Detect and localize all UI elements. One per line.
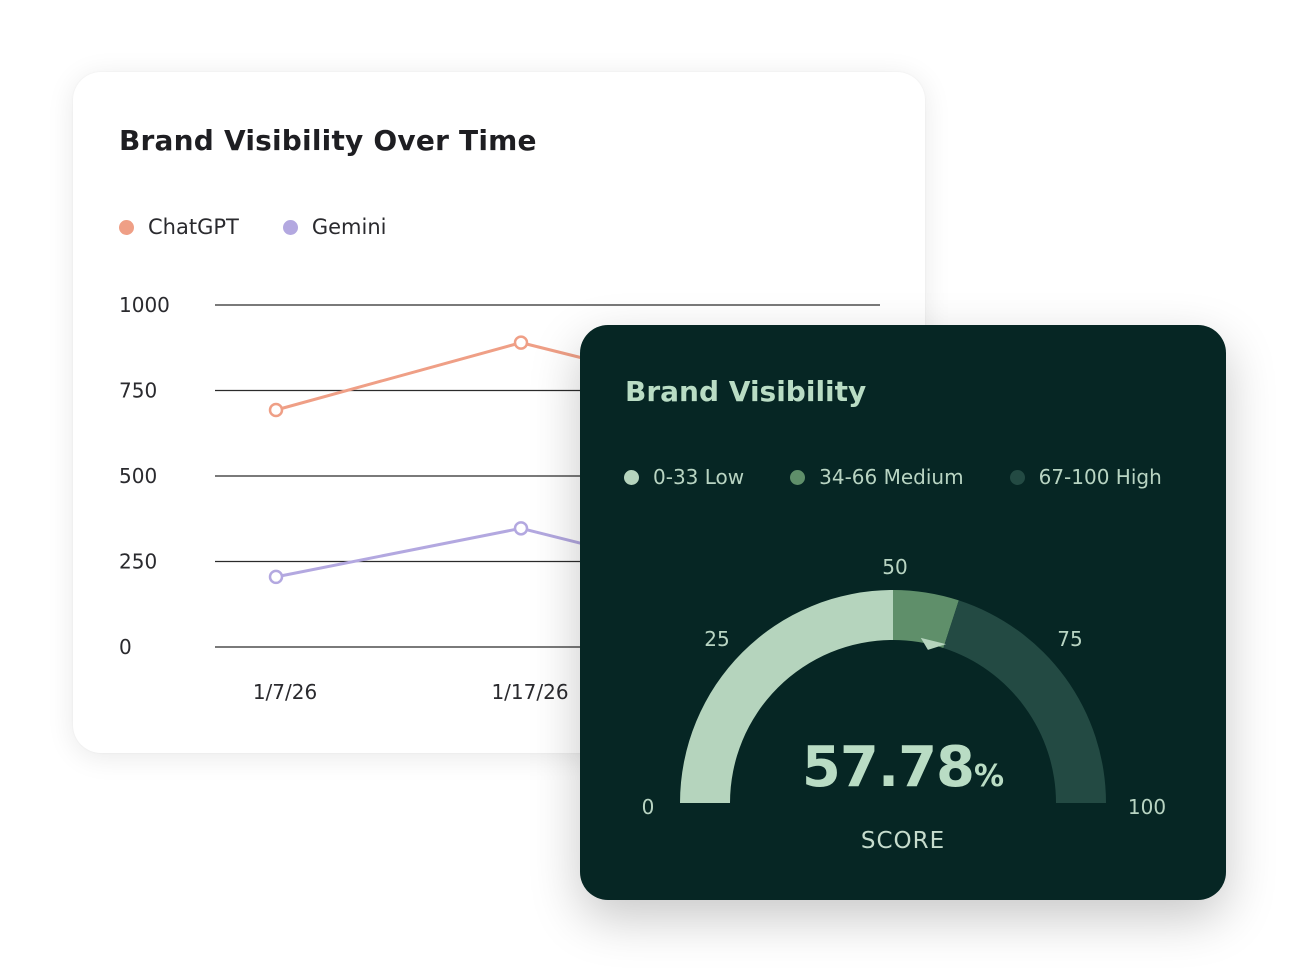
gauge-band-medium <box>893 590 959 648</box>
gemini-data-point <box>268 569 284 585</box>
gemini-legend-label: Gemini <box>311 215 387 239</box>
gemini-data-point <box>513 521 529 536</box>
low-range-label: 0-33 Low <box>653 465 745 489</box>
chatgpt-series-line <box>275 341 582 412</box>
y-tick-label: 500 <box>119 464 157 488</box>
medium-range-dot <box>790 469 806 485</box>
y-tick-label: 0 <box>119 635 132 659</box>
brand-visibility-gauge-card: Brand Visibility 0-33 Low 34-66 Medium 6… <box>580 325 1226 900</box>
y-tick-label: 250 <box>119 550 157 574</box>
gauge-band-low <box>680 590 893 803</box>
gauge-band-high <box>943 600 1106 803</box>
line-chart-title: Brand Visibility Over Time <box>119 124 537 157</box>
gauge-card-title: Brand Visibility <box>625 375 867 408</box>
range-item-low: 0-33 Low <box>624 465 744 489</box>
gemini-series-line <box>275 526 582 579</box>
score-label: SCORE <box>860 828 946 854</box>
range-item-medium: 34-66 Medium <box>790 465 964 489</box>
y-tick-label: 1000 <box>119 293 170 317</box>
legend-item-chatgpt[interactable]: ChatGPT <box>119 215 239 239</box>
range-item-high: 67-100 High <box>1009 465 1162 489</box>
line-chart-legend: ChatGPT Gemini <box>119 215 386 239</box>
gauge-tick-label: 0 <box>641 795 655 819</box>
chatgpt-legend-label: ChatGPT <box>148 215 239 239</box>
gauge-plot <box>680 590 1106 803</box>
gauge-tick-label: 75 <box>1057 627 1083 651</box>
high-range-dot <box>1009 469 1025 485</box>
gauge-tick-label: 25 <box>704 627 730 651</box>
x-tick-label: 1/17/26 <box>491 680 568 704</box>
score-unit: % <box>974 759 1005 794</box>
line-chart-plot: 1000 750 500 250 0 1/7/26 1/17/26 <box>119 293 880 704</box>
chatgpt-legend-dot <box>119 219 134 235</box>
chatgpt-data-point <box>268 402 284 418</box>
range-legend: 0-33 Low 34-66 Medium 67-100 High <box>624 465 1162 489</box>
chatgpt-data-point <box>513 335 529 350</box>
legend-item-gemini[interactable]: Gemini <box>282 215 387 239</box>
score-readout: 57.78% <box>580 735 1226 800</box>
medium-range-label: 34-66 Medium <box>819 465 964 489</box>
high-range-label: 67-100 High <box>1038 465 1162 489</box>
low-range-dot <box>624 469 639 485</box>
x-tick-label: 1/7/26 <box>253 680 317 704</box>
score-value: 57.78 <box>801 735 975 800</box>
gauge-tick-label: 100 <box>1127 795 1167 819</box>
gemini-legend-dot <box>282 219 298 235</box>
gauge-tick-label: 50 <box>882 555 908 579</box>
y-tick-label: 750 <box>119 379 157 403</box>
gauge-pointer <box>920 637 947 650</box>
